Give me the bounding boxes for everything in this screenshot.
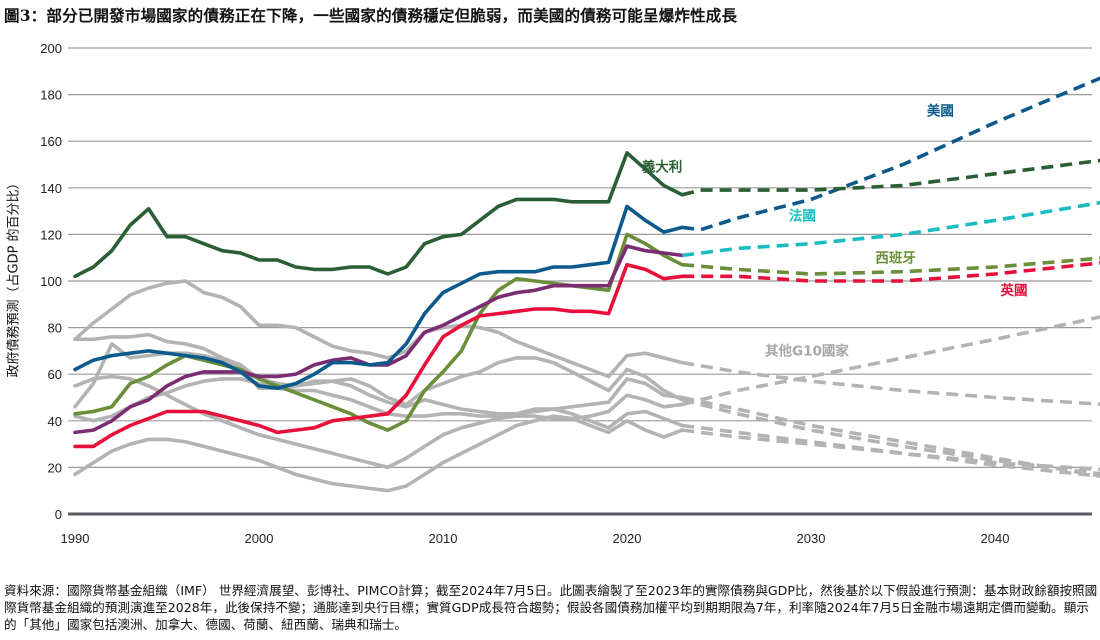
series-line	[73, 377, 1100, 478]
y-tick-label: 120	[40, 227, 62, 242]
series-line	[73, 342, 1100, 478]
actual-line	[73, 279, 684, 379]
series-label: 義大利	[642, 158, 683, 175]
actual-line	[73, 332, 684, 407]
y-axis-ticks: 0 20 40 60 80 100 120 140 160 180 200	[40, 41, 62, 522]
series-label: 美國	[927, 103, 954, 120]
projection-line	[682, 261, 1100, 283]
actual-line	[73, 414, 684, 493]
y-tick-label: 100	[40, 274, 62, 289]
series-lines	[73, 76, 1100, 493]
projection-line	[681, 428, 1100, 472]
y-tick-label: 0	[55, 507, 62, 522]
projection-line	[681, 200, 1100, 258]
actual-line	[73, 204, 684, 390]
series-label: 其他G10國家	[765, 343, 849, 360]
chart-title: 圖3：部分已開發市場國家的債務正在下降，一些國家的債務穩定但脆弱，而美國的債務可…	[4, 6, 738, 25]
series-label: 法國	[789, 207, 816, 224]
series-line	[681, 200, 1100, 258]
series-line	[73, 279, 1100, 406]
projection-line	[681, 76, 1100, 232]
x-tick-label: 2020	[613, 531, 642, 546]
y-tick-label: 160	[40, 134, 62, 149]
projection-line	[681, 398, 1100, 476]
x-tick-label: 2030	[797, 531, 826, 546]
series-line	[73, 151, 1100, 279]
actual-line	[73, 377, 684, 430]
actual-line	[73, 262, 684, 449]
y-tick-label: 200	[40, 41, 62, 56]
projection-line	[682, 256, 1100, 276]
projection-line	[681, 360, 1100, 406]
series-line	[73, 315, 1100, 470]
actual-line	[73, 151, 684, 279]
y-tick-label: 140	[40, 181, 62, 196]
x-tick-label: 2000	[245, 531, 274, 546]
x-axis-ticks: 1990 2000 2010 2020 2030 2040	[61, 531, 1010, 546]
series-line	[73, 414, 1100, 493]
y-tick-label: 80	[48, 321, 62, 336]
series-label: 英國	[1000, 282, 1028, 299]
series-line	[73, 332, 1100, 476]
projection-line	[681, 395, 1100, 478]
x-tick-label: 2040	[981, 531, 1010, 546]
series-label: 西班牙	[875, 249, 916, 266]
y-tick-label: 40	[48, 414, 62, 429]
series-line	[73, 76, 1100, 390]
y-tick-label: 20	[48, 460, 62, 475]
projection-line	[681, 315, 1100, 407]
projection-line	[681, 158, 1100, 197]
y-tick-label: 180	[40, 88, 62, 103]
x-tick-label: 2010	[429, 531, 458, 546]
source-footnote: 資料來源：國際貨幣基金組織（IMF） 世界經濟展望、彭博社、PIMCO計算；截至…	[4, 583, 1098, 632]
x-tick-label: 1990	[61, 531, 90, 546]
series-line	[73, 261, 1100, 449]
y-tick-label: 60	[48, 367, 62, 382]
